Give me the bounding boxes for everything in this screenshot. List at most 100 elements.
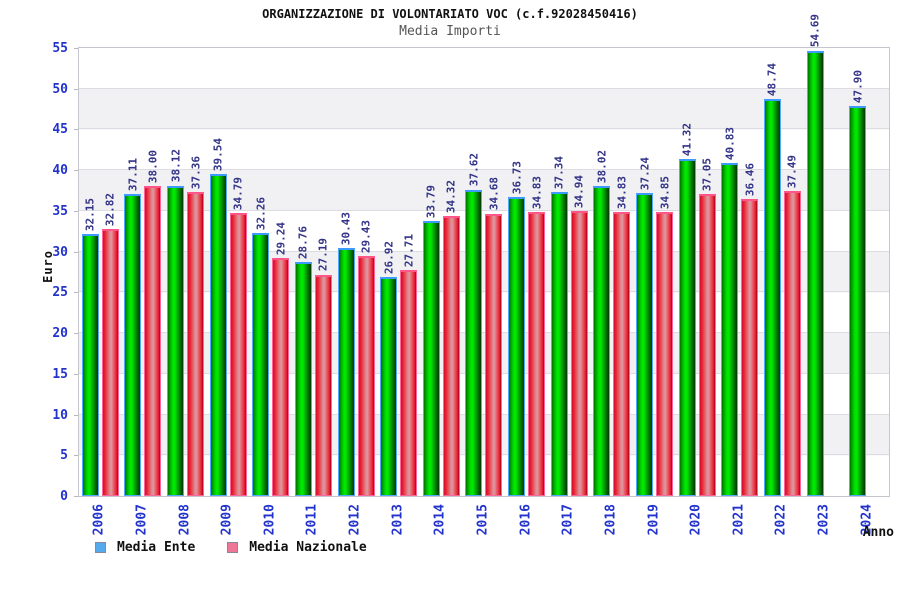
y-tick-label: 20 <box>52 326 68 342</box>
bar-value-label: 29.43 <box>359 220 373 254</box>
legend-label-media-ente: Media Ente <box>117 540 196 555</box>
bar-ente-2013: 26.92 <box>380 241 398 496</box>
bar-value-label: 37.24 <box>638 156 652 190</box>
bar-value-label: 27.71 <box>402 234 416 268</box>
bar-value-label: 28.76 <box>296 225 310 259</box>
bar-nazionale-2006: 32.82 <box>101 193 119 496</box>
bar-group-2014: 33.79 34.32 <box>420 48 463 496</box>
bar-group-2023: 54.69 <box>804 14 847 496</box>
bar-nazionale-2013: 27.71 <box>400 234 418 496</box>
x-tick-label-2016: 2016 <box>518 504 534 536</box>
bar-group-2011: 28.76 27.19 <box>292 48 335 496</box>
y-axis: 0 5 10 15 20 25 30 35 40 45 50 55 <box>0 41 78 504</box>
x-tick-label-2023: 2023 <box>816 504 832 536</box>
bar-value-label: 34.94 <box>572 175 586 209</box>
bar-group-2017: 37.34 34.94 <box>548 48 591 496</box>
bar-value-label: 34.83 <box>615 176 629 210</box>
x-tick-label-2020: 2020 <box>688 504 704 536</box>
bar-group-2018: 38.02 34.83 <box>591 48 634 496</box>
bar-group-2009: 39.54 34.79 <box>207 48 250 496</box>
bar-group-2010: 32.26 29.24 <box>250 48 293 496</box>
bar-ente-2008: 38.12 <box>167 149 185 496</box>
y-tick-label: 40 <box>52 163 68 179</box>
bar-value-label: 26.92 <box>382 240 396 274</box>
bar-ente-2010: 32.26 <box>252 197 270 496</box>
bar-nazionale-2016: 34.83 <box>528 176 546 496</box>
bar-value-label: 33.79 <box>424 184 438 218</box>
bar-group-2024: 47.90 <box>846 48 889 496</box>
bar-ente-2014: 33.79 <box>422 185 440 496</box>
gridline <box>79 454 889 456</box>
gridline <box>79 128 889 130</box>
bar-value-label: 38.12 <box>169 149 183 183</box>
bar-value-label: 34.79 <box>231 176 245 210</box>
legend: Media Ente Media Nazionale <box>95 540 367 555</box>
x-tick-label-2012: 2012 <box>347 504 363 536</box>
bar-value-label: 32.82 <box>103 192 117 226</box>
bar-ente-2016: 36.73 <box>508 161 526 496</box>
bar-value-label: 37.62 <box>467 153 481 187</box>
bar-nazionale-2014: 34.32 <box>442 180 460 496</box>
bar-series-container: 32.15 32.82 37.11 38.00 38.12 37.36 39.54 34.79… <box>79 14 889 496</box>
x-axis: 2006 2007 2008 2009 2010 2011 2012 2013 2014 2015… <box>78 502 890 544</box>
y-tick-label: 15 <box>52 366 68 382</box>
bar-value-label: 41.32 <box>680 123 694 157</box>
x-tick-label-2017: 2017 <box>560 504 576 536</box>
bar-nazionale-2015: 34.68 <box>485 177 503 496</box>
y-tick-label: 25 <box>52 285 68 301</box>
bar-value-label: 38.00 <box>146 150 160 184</box>
bar-nazionale-2022: 37.49 <box>783 155 801 496</box>
bar-ente-2018: 38.02 <box>593 150 611 496</box>
bar-ente-2020: 41.32 <box>678 123 696 496</box>
bar-value-label: 37.34 <box>552 155 566 189</box>
bar-value-label: 37.05 <box>700 158 714 192</box>
bar-value-label: 34.32 <box>444 180 458 214</box>
bar-group-2008: 38.12 37.36 <box>164 48 207 496</box>
bar-ente-2019: 37.24 <box>636 157 654 496</box>
bar-value-label: 37.11 <box>126 157 140 191</box>
bar-value-label: 37.49 <box>785 154 799 188</box>
gridline <box>79 332 889 334</box>
y-tick-mark <box>74 170 78 172</box>
bar-value-label: 54.69 <box>808 14 822 48</box>
bar-group-2015: 37.62 34.68 <box>463 48 506 496</box>
x-tick-label-2011: 2011 <box>304 504 320 536</box>
y-tick-mark <box>74 414 78 416</box>
bar-value-label: 39.54 <box>211 137 225 171</box>
gridline <box>79 372 889 374</box>
y-tick-label: 0 <box>60 489 68 504</box>
bar-group-2013: 26.92 27.71 <box>377 48 420 496</box>
y-tick-mark <box>74 333 78 335</box>
x-tick-label-2022: 2022 <box>773 504 789 536</box>
y-tick-mark <box>74 496 78 497</box>
y-tick-mark <box>74 88 78 90</box>
bar-value-label: 34.85 <box>658 176 672 210</box>
bar-ente-2012: 30.43 <box>337 212 355 496</box>
bar-ente-2017: 37.34 <box>550 156 568 496</box>
y-tick-label: 10 <box>52 407 68 423</box>
y-tick-mark <box>74 251 78 253</box>
x-tick-label-2015: 2015 <box>475 504 491 536</box>
bar-value-label: 47.90 <box>851 69 865 103</box>
y-tick-label: 50 <box>52 81 68 97</box>
y-tick-mark <box>74 129 78 131</box>
bar-group-2022: 48.74 37.49 <box>761 48 804 496</box>
legend-swatch-media-nazionale-icon <box>227 542 239 553</box>
x-tick-label-2014: 2014 <box>432 504 448 536</box>
bar-group-2006: 32.15 32.82 <box>79 48 122 496</box>
bar-value-label: 32.26 <box>254 197 268 231</box>
y-tick-mark <box>74 373 78 375</box>
bar-group-2021: 40.83 36.46 <box>718 48 761 496</box>
y-tick-mark <box>74 48 78 49</box>
bar-nazionale-2020: 37.05 <box>698 158 716 496</box>
bar-ente-2024: 47.90 <box>849 70 867 496</box>
bar-nazionale-2021: 36.46 <box>741 163 759 496</box>
bar-group-2020: 41.32 37.05 <box>676 48 719 496</box>
bar-ente-2022: 48.74 <box>763 63 781 496</box>
bar-ente-2006: 32.15 <box>81 198 99 496</box>
legend-item-media-nazionale: Media Nazionale <box>227 540 367 555</box>
bar-ente-2011: 28.76 <box>294 226 312 496</box>
y-tick-mark <box>74 210 78 212</box>
bar-nazionale-2008: 37.36 <box>187 156 205 496</box>
